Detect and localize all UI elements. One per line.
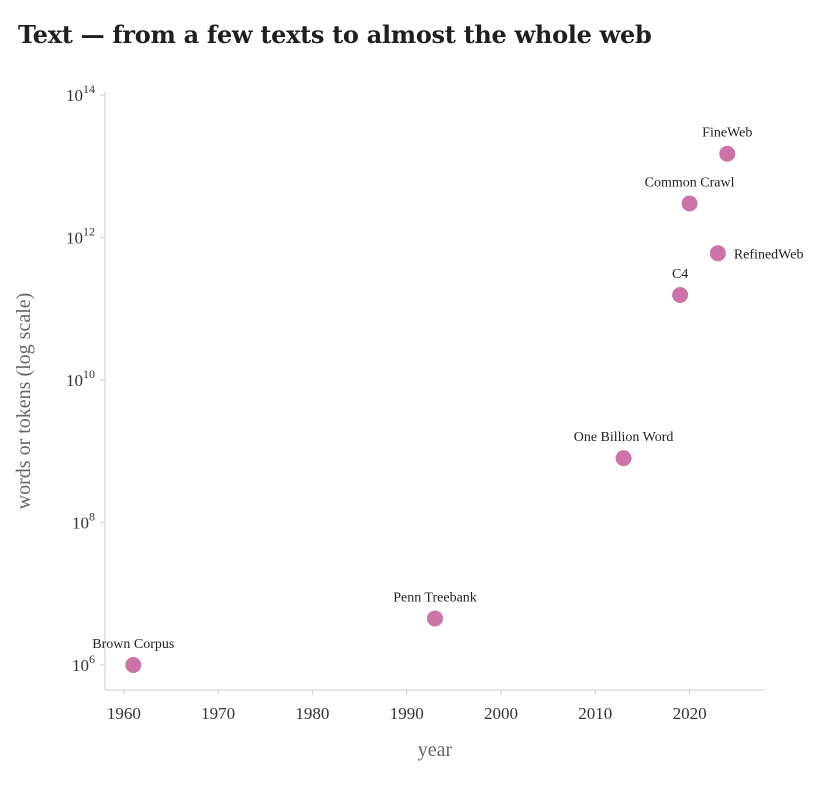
y-tick-label: 106 [72,652,95,675]
x-axis-title: year [418,739,453,761]
point-label: Brown Corpus [92,637,174,652]
point-label: RefinedWeb [734,247,804,262]
data-point [709,245,726,262]
x-tick-label: 1990 [390,704,424,723]
x-tick-label: 1960 [107,704,141,723]
point-label: C4 [672,267,688,282]
point-label: One Billion Word [574,430,674,445]
data-point [681,195,698,212]
y-axis-ticks: 106 108 1010 1012 1014 [66,82,105,675]
x-tick-label: 2020 [673,704,707,723]
y-tick-label: 1012 [66,225,95,248]
x-tick-label: 1970 [201,704,235,723]
data-point [615,450,632,467]
data-point [427,610,443,627]
axes [104,92,765,691]
point-label: FineWeb [702,126,752,141]
y-tick-label: 1014 [66,82,95,105]
y-tick-label: 1010 [66,367,95,390]
x-tick-label: 1980 [295,704,329,723]
data-points: Brown Corpus Penn Treebank One Billion Wor… [92,126,803,673]
y-tick-label: 108 [72,510,95,533]
data-point [125,657,142,673]
point-label: Common Crawl [645,176,735,191]
data-point [719,145,736,162]
data-point [672,286,689,303]
x-axis-ticks: 1960 1970 1980 1990 2000 2010 2020 [107,690,707,723]
x-tick-label: 2000 [484,704,518,723]
y-axis-title: words or tokens (log scale) [13,293,35,510]
chart-title: Text — from a few texts to almost the wh… [18,20,652,49]
point-label: Penn Treebank [393,590,477,605]
x-tick-label: 2010 [578,704,612,723]
